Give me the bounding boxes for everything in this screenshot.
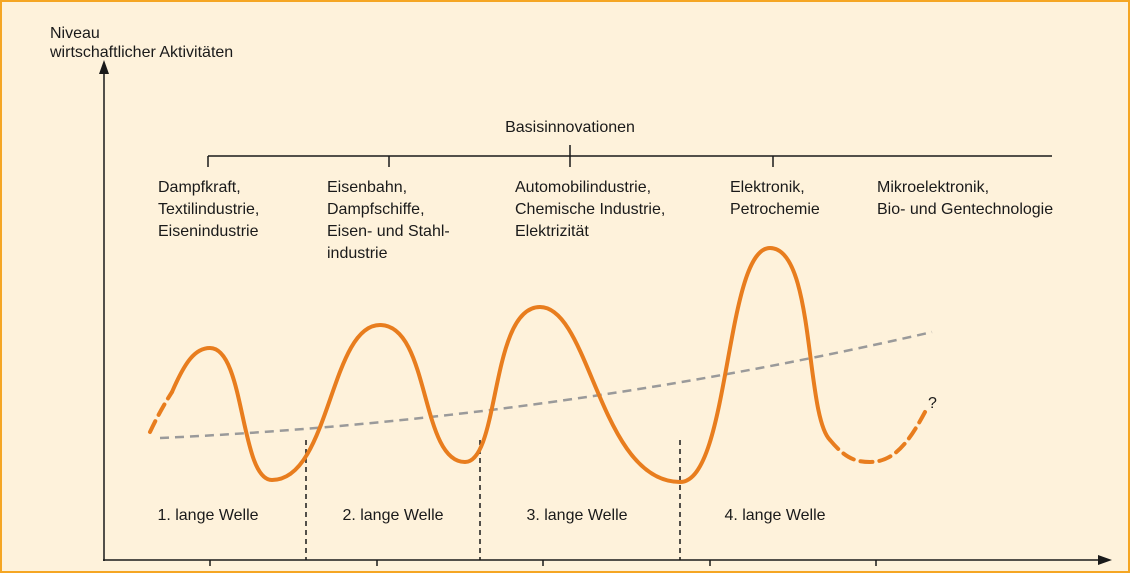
innovation-text: Dampfkraft, [158, 179, 241, 196]
innovations-title: Basisinnovationen [505, 119, 635, 136]
bracket [207, 145, 1052, 167]
innovation-text: Automobilindustrie, [515, 179, 651, 196]
innovation-text: Chemische Industrie, [515, 201, 665, 218]
innovation-text: Mikroelektronik, [877, 179, 989, 196]
question-mark: ? [928, 395, 937, 412]
innovation-text: Elektrizität [515, 223, 589, 240]
wave-label: 4. lange Welle [724, 507, 825, 524]
innovation-text: Bio- und Gentechnologie [877, 201, 1053, 218]
wave-separators [305, 440, 681, 560]
innovation-text: industrie [327, 245, 388, 262]
trend-line [159, 330, 933, 440]
x-arrow [1098, 555, 1112, 565]
wave-label: 3. lange Welle [526, 507, 627, 524]
innovation-text: Eisenbahn, [327, 179, 407, 196]
wave-curve [148, 245, 927, 485]
innovation-text: Textilindustrie, [158, 201, 259, 218]
innovation-text: Dampfschiffe, [327, 201, 425, 218]
y-arrow [99, 60, 109, 74]
wave-label: 2. lange Welle [342, 507, 443, 524]
innovation-text: Eisen- und Stahl- [327, 223, 450, 240]
y-label: Niveau [50, 25, 100, 42]
axes [103, 70, 1102, 566]
y-label: wirtschaftlicher Aktivitäten [49, 44, 233, 61]
wave-label: 1. lange Welle [157, 507, 258, 524]
innovation-text: Eisenindustrie [158, 223, 259, 240]
innovation-text: Elektronik, [730, 179, 805, 196]
innovation-text: Petrochemie [730, 201, 820, 218]
